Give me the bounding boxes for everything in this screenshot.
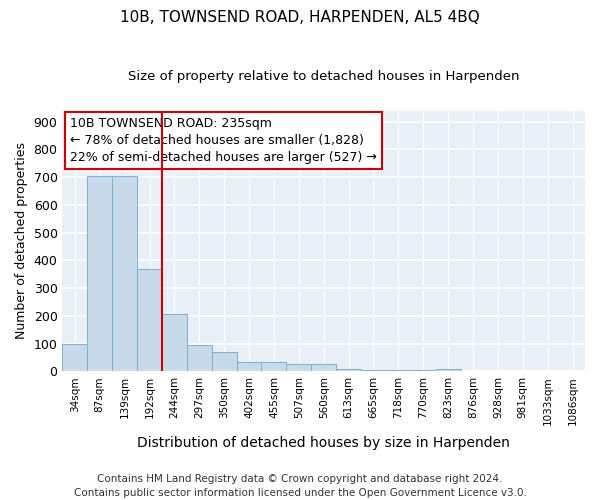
Bar	[461, 371, 485, 372]
Text: Contains HM Land Registry data © Crown copyright and database right 2024.
Contai: Contains HM Land Registry data © Crown c…	[74, 474, 526, 498]
Bar	[262, 362, 286, 372]
Bar	[236, 362, 262, 372]
Text: 10B, TOWNSEND ROAD, HARPENDEN, AL5 4BQ: 10B, TOWNSEND ROAD, HARPENDEN, AL5 4BQ	[120, 10, 480, 25]
Y-axis label: Number of detached properties: Number of detached properties	[15, 142, 28, 340]
Bar	[162, 314, 187, 372]
Bar	[187, 345, 212, 372]
Title: Size of property relative to detached houses in Harpenden: Size of property relative to detached ho…	[128, 70, 520, 83]
Bar	[436, 368, 461, 372]
Bar	[286, 364, 311, 372]
Bar	[485, 371, 511, 372]
Bar	[88, 176, 112, 372]
Bar	[137, 268, 162, 372]
Bar	[62, 344, 88, 371]
Bar	[411, 370, 436, 372]
Text: 10B TOWNSEND ROAD: 235sqm
← 78% of detached houses are smaller (1,828)
22% of se: 10B TOWNSEND ROAD: 235sqm ← 78% of detac…	[70, 117, 377, 164]
Bar	[112, 176, 137, 372]
Bar	[386, 370, 411, 372]
Bar	[361, 370, 386, 372]
Bar	[336, 368, 361, 372]
Bar	[212, 352, 236, 372]
X-axis label: Distribution of detached houses by size in Harpenden: Distribution of detached houses by size …	[137, 436, 510, 450]
Bar	[311, 364, 336, 372]
